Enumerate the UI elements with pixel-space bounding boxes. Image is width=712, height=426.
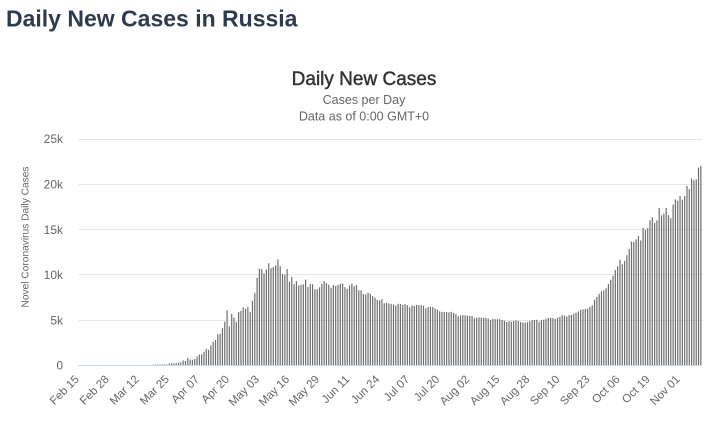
svg-text:Cases per Day: Cases per Day — [323, 93, 406, 107]
svg-text:Novel Coronavirus Daily Cases: Novel Coronavirus Daily Cases — [21, 167, 32, 308]
svg-text:Data as of 0:00 GMT+0: Data as of 0:00 GMT+0 — [299, 110, 429, 124]
svg-text:25k: 25k — [44, 132, 64, 146]
svg-text:Daily New Cases in Russia: Daily New Cases in Russia — [6, 6, 298, 32]
svg-text:20k: 20k — [44, 178, 64, 192]
svg-text:0: 0 — [56, 359, 63, 373]
svg-text:10k: 10k — [44, 268, 64, 282]
svg-text:5k: 5k — [50, 313, 64, 327]
svg-text:Daily New Cases: Daily New Cases — [292, 69, 437, 90]
svg-text:15k: 15k — [44, 223, 64, 237]
